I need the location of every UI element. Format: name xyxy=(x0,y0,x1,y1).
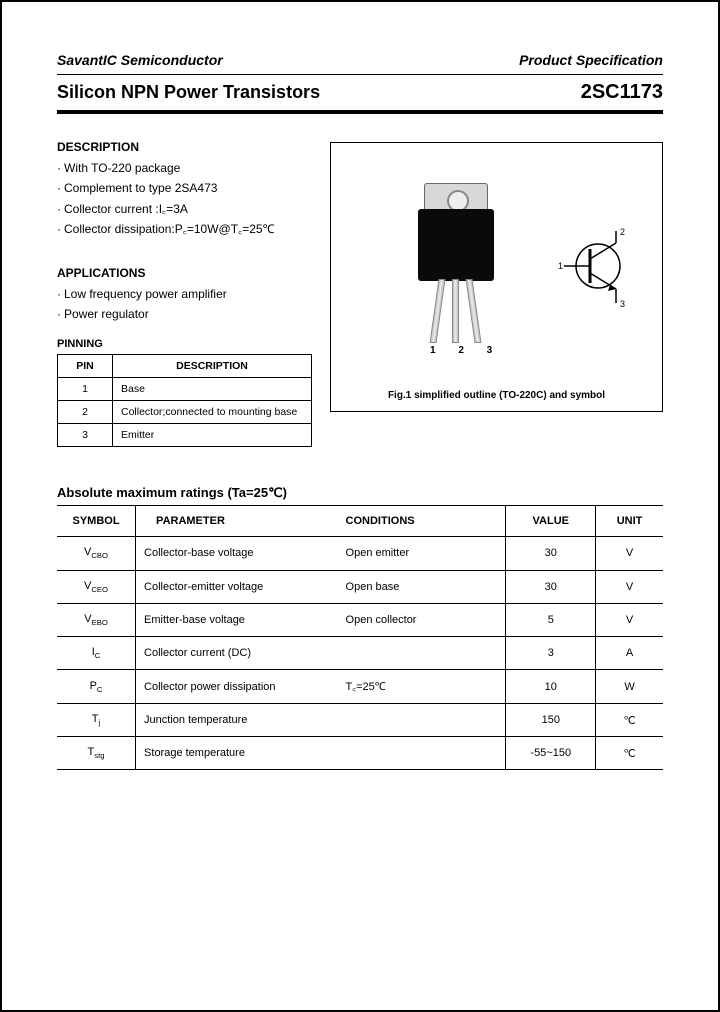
list-item: With TO-220 package xyxy=(57,158,312,178)
cell-value: 30 xyxy=(506,570,596,603)
pin-desc: Collector;connected to mounting base xyxy=(113,401,312,424)
cell-conditions xyxy=(338,636,506,669)
col-symbol: SYMBOL xyxy=(57,506,136,537)
lead-2 xyxy=(452,279,459,343)
table-row: 3 Emitter xyxy=(58,424,312,447)
cell-conditions xyxy=(338,737,506,770)
cell-symbol: PC xyxy=(57,670,136,704)
cell-conditions: Open emitter xyxy=(338,537,506,570)
cell-conditions: T꜀=25℃ xyxy=(338,670,506,704)
cell-conditions xyxy=(338,704,506,737)
header-row: SavantIC Semiconductor Product Specifica… xyxy=(57,52,663,68)
lead-3 xyxy=(466,279,482,343)
pinning-heading: PINNING xyxy=(57,338,312,350)
sym-pin1: 1 xyxy=(558,261,563,271)
col-desc: DESCRIPTION xyxy=(113,355,312,378)
sym-pin3: 3 xyxy=(620,299,625,309)
cell-parameter: Collector-base voltage xyxy=(136,537,338,570)
cell-symbol: VCEO xyxy=(57,570,136,603)
table-row: ICCollector current (DC) 3A xyxy=(57,636,663,669)
cell-value: 5 xyxy=(506,603,596,636)
list-item: Power regulator xyxy=(57,304,312,324)
description-heading: DESCRIPTION xyxy=(57,140,312,154)
cell-value: 30 xyxy=(506,537,596,570)
cell-unit: V xyxy=(596,570,663,603)
list-item: Collector current :I꜀=3A xyxy=(57,199,312,219)
cell-unit: A xyxy=(596,636,663,669)
cell-value: 150 xyxy=(506,704,596,737)
cell-parameter: Collector power dissipation xyxy=(136,670,338,704)
upper-content: DESCRIPTION With TO-220 package Compleme… xyxy=(57,114,663,447)
cell-unit: ℃ xyxy=(596,737,663,770)
cell-parameter: Junction temperature xyxy=(136,704,338,737)
cell-symbol: IC xyxy=(57,636,136,669)
company-name: SavantIC Semiconductor xyxy=(57,52,223,68)
applications-list: Low frequency power amplifier Power regu… xyxy=(57,284,312,325)
pin-num: 1 xyxy=(58,378,113,401)
pin-desc: Emitter xyxy=(113,424,312,447)
cell-unit: V xyxy=(596,537,663,570)
product-title: Silicon NPN Power Transistors xyxy=(57,82,320,103)
plastic-body xyxy=(418,209,494,281)
table-row: VCBOCollector-base voltageOpen emitter30… xyxy=(57,537,663,570)
ratings-table: SYMBOL PARAMETER CONDITIONS VALUE UNIT V… xyxy=(57,505,663,770)
description-list: With TO-220 package Complement to type 2… xyxy=(57,158,312,240)
col-value: VALUE xyxy=(506,506,596,537)
cell-value: -55~150 xyxy=(506,737,596,770)
list-item: Complement to type 2SA473 xyxy=(57,178,312,198)
cell-unit: ℃ xyxy=(596,704,663,737)
pin-desc: Base xyxy=(113,378,312,401)
cell-value: 10 xyxy=(506,670,596,704)
left-column: DESCRIPTION With TO-220 package Compleme… xyxy=(57,114,312,447)
lead-1 xyxy=(430,279,446,343)
pinning-table: PIN DESCRIPTION 1 Base 2 Collector;conne… xyxy=(57,354,312,447)
sym-pin2: 2 xyxy=(620,227,625,237)
cell-parameter: Collector-emitter voltage xyxy=(136,570,338,603)
cell-parameter: Emitter-base voltage xyxy=(136,603,338,636)
applications-heading: APPLICATIONS xyxy=(57,266,312,280)
table-row: PCCollector power dissipationT꜀=25℃10W xyxy=(57,670,663,704)
cell-symbol: Tstg xyxy=(57,737,136,770)
metal-tab xyxy=(424,183,488,211)
cell-symbol: VEBO xyxy=(57,603,136,636)
table-row: TjJunction temperature 150℃ xyxy=(57,704,663,737)
to220-drawing: 1 2 3 xyxy=(396,183,516,353)
doc-type: Product Specification xyxy=(519,52,663,68)
table-row: VEBOEmitter-base voltageOpen collector5V xyxy=(57,603,663,636)
table-header-row: PIN DESCRIPTION xyxy=(58,355,312,378)
col-unit: UNIT xyxy=(596,506,663,537)
table-row: 1 Base xyxy=(58,378,312,401)
cell-symbol: Tj xyxy=(57,704,136,737)
list-item: Collector dissipation:P꜀=10W@T꜀=25℃ xyxy=(57,219,312,239)
pin-num: 2 xyxy=(58,401,113,424)
col-parameter: PARAMETER xyxy=(136,506,338,537)
table-header-row: SYMBOL PARAMETER CONDITIONS VALUE UNIT xyxy=(57,506,663,537)
datasheet-page: SavantIC Semiconductor Product Specifica… xyxy=(0,0,720,1012)
cell-conditions: Open collector xyxy=(338,603,506,636)
table-row: VCEOCollector-emitter voltageOpen base30… xyxy=(57,570,663,603)
cell-value: 3 xyxy=(506,636,596,669)
cell-parameter: Storage temperature xyxy=(136,737,338,770)
cell-unit: W xyxy=(596,670,663,704)
figure-box: 1 2 3 1 2 3 Fig.1 simplified outline (TO… xyxy=(330,142,663,412)
npn-symbol: 1 2 3 xyxy=(558,221,638,311)
pin-num: 3 xyxy=(58,424,113,447)
ratings-heading: Absolute maximum ratings (Ta=25℃) xyxy=(57,485,663,501)
part-number: 2SC1173 xyxy=(581,81,663,104)
table-row: TstgStorage temperature -55~150℃ xyxy=(57,737,663,770)
title-row: Silicon NPN Power Transistors 2SC1173 xyxy=(57,75,663,110)
cell-conditions: Open base xyxy=(338,570,506,603)
cell-symbol: VCBO xyxy=(57,537,136,570)
col-pin: PIN xyxy=(58,355,113,378)
cell-parameter: Collector current (DC) xyxy=(136,636,338,669)
table-row: 2 Collector;connected to mounting base xyxy=(58,401,312,424)
figure-caption: Fig.1 simplified outline (TO-220C) and s… xyxy=(331,390,662,401)
pin-numbers: 1 2 3 xyxy=(430,345,502,356)
col-conditions: CONDITIONS xyxy=(338,506,506,537)
list-item: Low frequency power amplifier xyxy=(57,284,312,304)
cell-unit: V xyxy=(596,603,663,636)
